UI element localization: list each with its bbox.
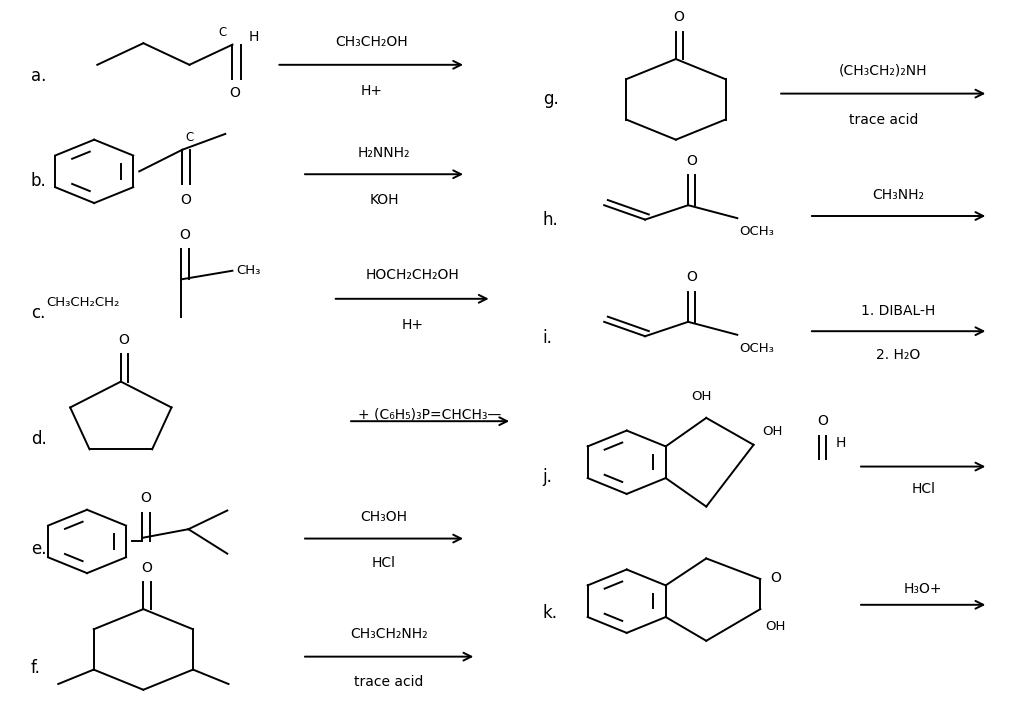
Text: f.: f. bbox=[31, 660, 41, 677]
Text: (CH₃CH₂)₂NH: (CH₃CH₂)₂NH bbox=[839, 63, 928, 77]
Text: HOCH₂CH₂OH: HOCH₂CH₂OH bbox=[366, 269, 459, 282]
Text: + (C₆H₅)₃P=CHCH₃—: + (C₆H₅)₃P=CHCH₃— bbox=[358, 408, 502, 421]
Text: 1. DIBAL-H: 1. DIBAL-H bbox=[861, 305, 936, 318]
Text: c.: c. bbox=[31, 304, 45, 323]
Text: O: O bbox=[771, 570, 781, 585]
Text: j.: j. bbox=[543, 468, 553, 485]
Text: OH: OH bbox=[766, 620, 785, 633]
Text: HCl: HCl bbox=[911, 482, 935, 496]
Text: O: O bbox=[229, 86, 240, 100]
Text: b.: b. bbox=[31, 173, 46, 191]
Text: H: H bbox=[836, 436, 846, 450]
Text: HCl: HCl bbox=[372, 556, 396, 570]
Text: k.: k. bbox=[543, 605, 558, 622]
Text: trace acid: trace acid bbox=[354, 675, 424, 689]
Text: OH: OH bbox=[762, 425, 782, 438]
Text: O: O bbox=[180, 193, 190, 207]
Text: OCH₃: OCH₃ bbox=[739, 225, 774, 238]
Text: CH₃: CH₃ bbox=[237, 264, 261, 277]
Text: OH: OH bbox=[691, 390, 712, 403]
Text: g.: g. bbox=[543, 89, 558, 107]
Text: e.: e. bbox=[31, 540, 46, 557]
Text: CH₃CH₂NH₂: CH₃CH₂NH₂ bbox=[350, 627, 428, 641]
Text: O: O bbox=[179, 228, 189, 242]
Text: CH₃CH₂OH: CH₃CH₂OH bbox=[335, 35, 408, 49]
Text: CH₃OH: CH₃OH bbox=[360, 510, 408, 524]
Text: O: O bbox=[817, 415, 827, 428]
Text: H+: H+ bbox=[360, 84, 382, 98]
Text: O: O bbox=[141, 561, 152, 575]
Text: H₂NNH₂: H₂NNH₂ bbox=[357, 146, 411, 160]
Text: OCH₃: OCH₃ bbox=[739, 342, 774, 355]
Text: KOH: KOH bbox=[370, 193, 398, 207]
Text: O: O bbox=[140, 492, 151, 505]
Text: i.: i. bbox=[543, 329, 553, 347]
Text: O: O bbox=[686, 271, 696, 284]
Text: O: O bbox=[119, 333, 129, 347]
Text: h.: h. bbox=[543, 210, 558, 229]
Text: a.: a. bbox=[31, 67, 46, 85]
Text: d.: d. bbox=[31, 430, 46, 448]
Text: O: O bbox=[686, 154, 696, 168]
Text: trace acid: trace acid bbox=[849, 113, 918, 127]
Text: C: C bbox=[185, 131, 194, 144]
Text: H: H bbox=[249, 30, 259, 45]
Text: H+: H+ bbox=[401, 318, 423, 332]
Text: O: O bbox=[674, 11, 684, 24]
Text: CH₃NH₂: CH₃NH₂ bbox=[872, 188, 925, 202]
Text: 2. H₂O: 2. H₂O bbox=[877, 348, 921, 362]
Text: C: C bbox=[218, 26, 226, 39]
Text: CH₃CH₂CH₂: CH₃CH₂CH₂ bbox=[46, 296, 120, 309]
Text: H₃O+: H₃O+ bbox=[904, 582, 942, 596]
